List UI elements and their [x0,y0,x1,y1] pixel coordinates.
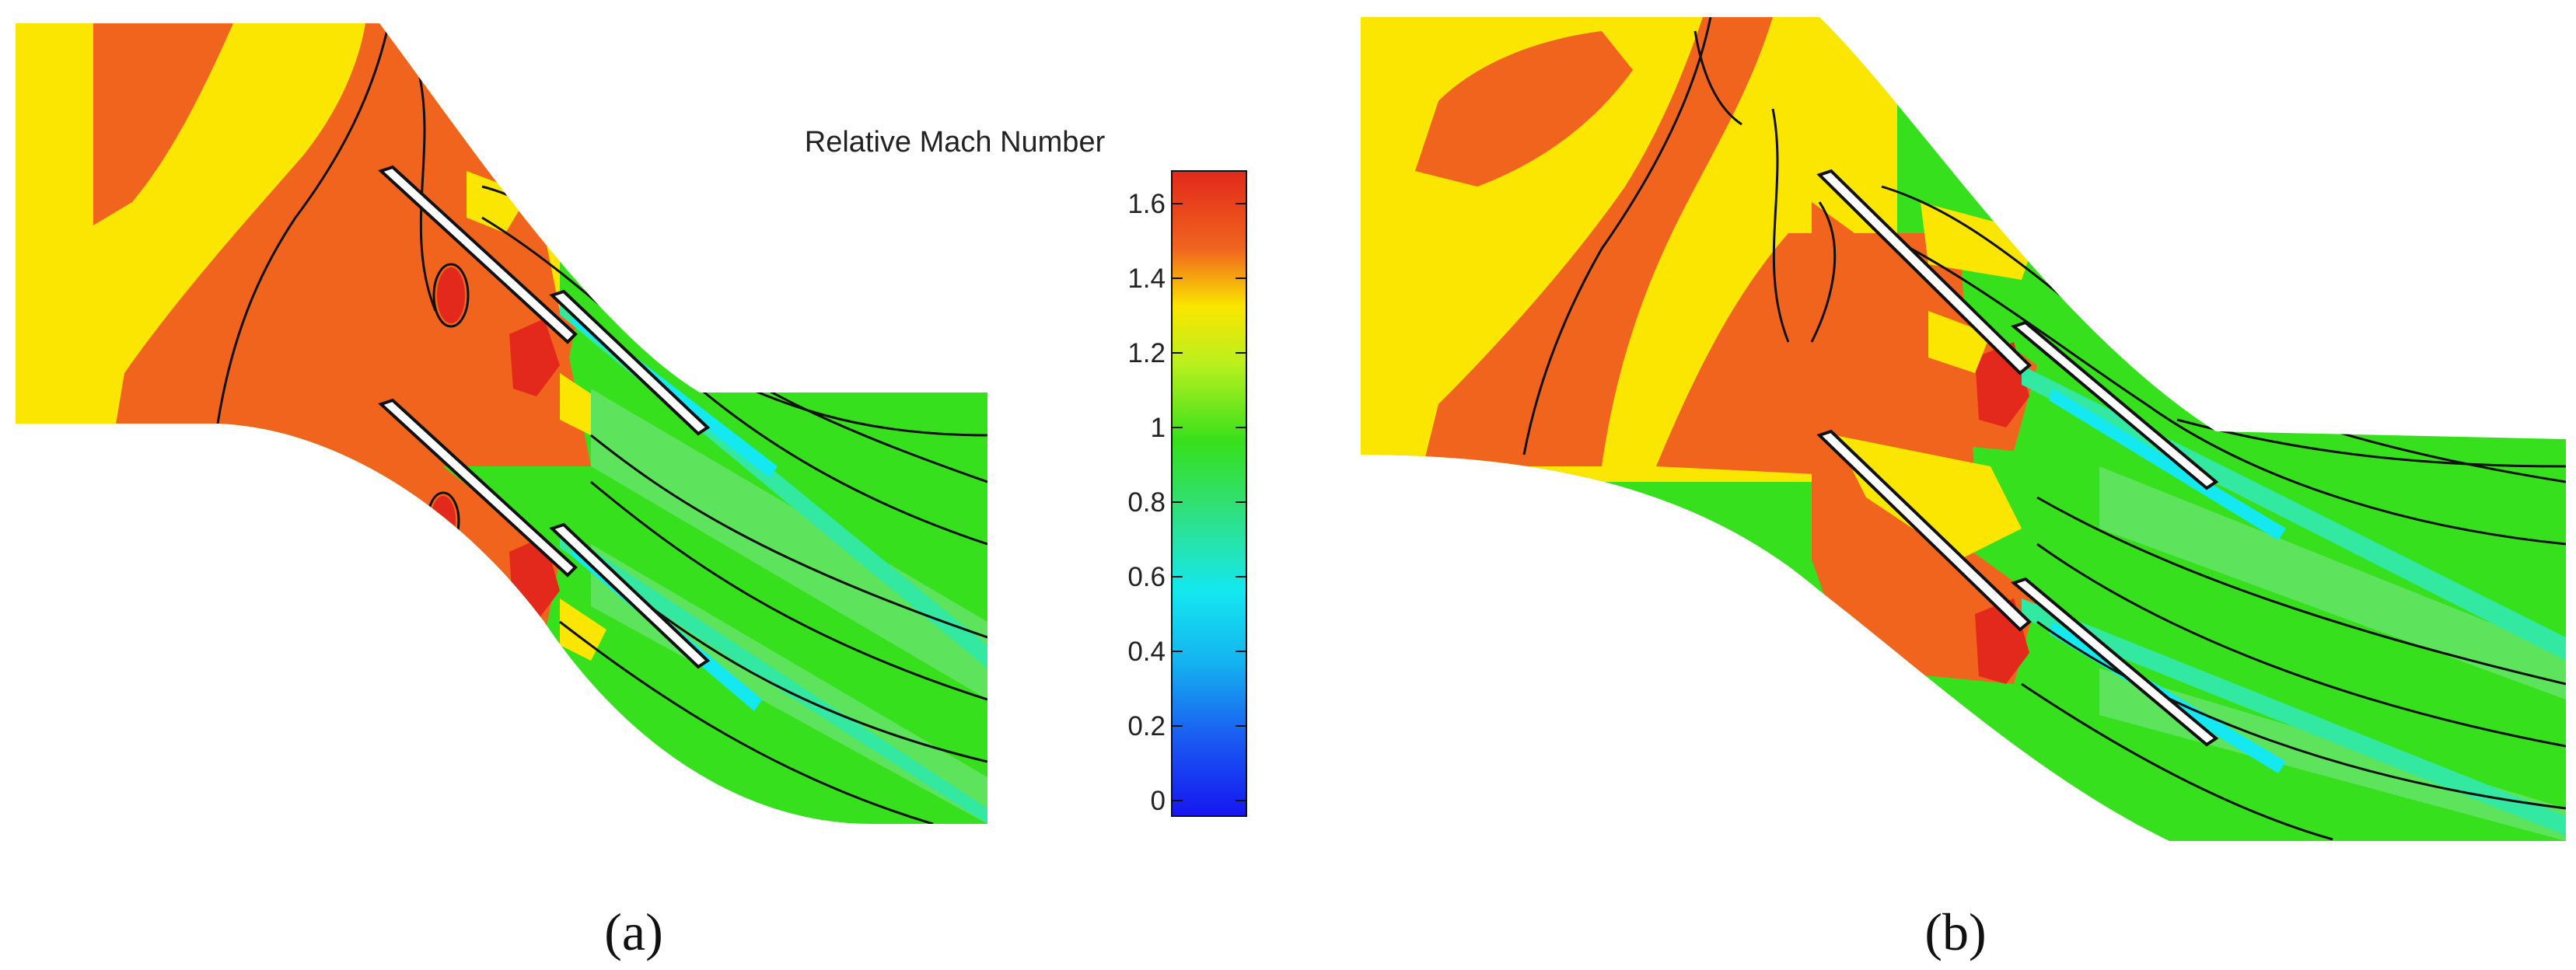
colorbar-title: Relative Mach Number [805,126,1106,159]
colorbar-ticks: 1.6 1.4 1.2 1 0.8 0.6 0.4 0.2 0 [1127,189,1246,816]
panel-b-contour [1361,17,2566,841]
colorbar-tick-label: 0.4 [1127,637,1166,667]
colorbar-tick-label: 0.2 [1127,711,1166,741]
colorbar-tick-label: 0 [1151,786,1166,816]
colorbar-tick-label: 1.6 [1127,189,1166,219]
colorbar-tick-label: 0.8 [1127,487,1166,518]
colorbar-tick-label: 1.4 [1127,263,1166,294]
colorbar-gradient [1171,170,1247,817]
colorbar-tick-label: 1.2 [1127,338,1166,368]
panel-a-label: (a) [604,902,662,961]
colorbar-tick-label: 0.6 [1127,562,1166,592]
panel-b-label: (b) [1924,902,1986,961]
colorbar-tick-label: 1 [1151,413,1166,443]
